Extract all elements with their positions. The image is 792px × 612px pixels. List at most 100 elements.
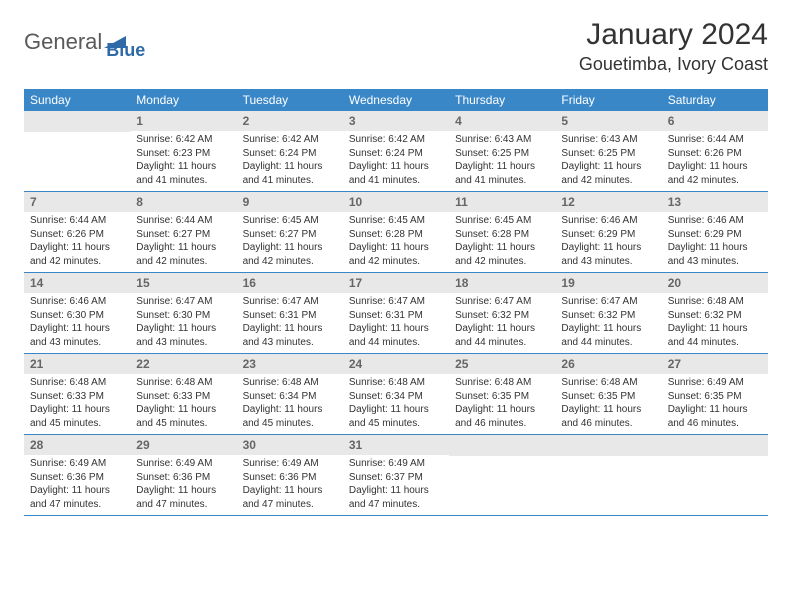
calendar-cell: 27Sunrise: 6:49 AMSunset: 6:35 PMDayligh… — [662, 354, 768, 435]
day-number: 31 — [343, 435, 449, 455]
calendar-cell: 30Sunrise: 6:49 AMSunset: 6:36 PMDayligh… — [237, 435, 343, 516]
weekday-header: Monday — [130, 89, 236, 111]
day-number: 21 — [24, 354, 130, 374]
day-number: 5 — [555, 111, 661, 131]
day-number: 10 — [343, 192, 449, 212]
calendar-cell: 1Sunrise: 6:42 AMSunset: 6:23 PMDaylight… — [130, 111, 236, 192]
calendar-cell: 21Sunrise: 6:48 AMSunset: 6:33 PMDayligh… — [24, 354, 130, 435]
day-number: 30 — [237, 435, 343, 455]
day-data: Sunrise: 6:46 AMSunset: 6:29 PMDaylight:… — [555, 212, 661, 272]
calendar-cell: 24Sunrise: 6:48 AMSunset: 6:34 PMDayligh… — [343, 354, 449, 435]
day-data: Sunrise: 6:48 AMSunset: 6:33 PMDaylight:… — [24, 374, 130, 434]
calendar-row: 14Sunrise: 6:46 AMSunset: 6:30 PMDayligh… — [24, 273, 768, 354]
calendar-cell: 18Sunrise: 6:47 AMSunset: 6:32 PMDayligh… — [449, 273, 555, 354]
calendar-cell: 16Sunrise: 6:47 AMSunset: 6:31 PMDayligh… — [237, 273, 343, 354]
day-data: Sunrise: 6:46 AMSunset: 6:29 PMDaylight:… — [662, 212, 768, 272]
page-title: January 2024 — [579, 18, 768, 52]
day-data: Sunrise: 6:44 AMSunset: 6:26 PMDaylight:… — [662, 131, 768, 191]
day-number: 23 — [237, 354, 343, 374]
weekday-header: Wednesday — [343, 89, 449, 111]
day-number: 18 — [449, 273, 555, 293]
day-number: 7 — [24, 192, 130, 212]
day-data: Sunrise: 6:44 AMSunset: 6:26 PMDaylight:… — [24, 212, 130, 272]
day-number: 25 — [449, 354, 555, 374]
day-data: Sunrise: 6:49 AMSunset: 6:37 PMDaylight:… — [343, 455, 449, 515]
calendar-cell: 12Sunrise: 6:46 AMSunset: 6:29 PMDayligh… — [555, 192, 661, 273]
day-number: 15 — [130, 273, 236, 293]
calendar-row: 28Sunrise: 6:49 AMSunset: 6:36 PMDayligh… — [24, 435, 768, 516]
title-block: January 2024 Gouetimba, Ivory Coast — [579, 18, 768, 75]
day-data: Sunrise: 6:43 AMSunset: 6:25 PMDaylight:… — [449, 131, 555, 191]
calendar-cell: 8Sunrise: 6:44 AMSunset: 6:27 PMDaylight… — [130, 192, 236, 273]
weekday-header: Saturday — [662, 89, 768, 111]
day-number: 9 — [237, 192, 343, 212]
day-data: Sunrise: 6:48 AMSunset: 6:33 PMDaylight:… — [130, 374, 236, 434]
day-data: Sunrise: 6:47 AMSunset: 6:32 PMDaylight:… — [555, 293, 661, 353]
calendar-cell: 23Sunrise: 6:48 AMSunset: 6:34 PMDayligh… — [237, 354, 343, 435]
calendar-header: SundayMondayTuesdayWednesdayThursdayFrid… — [24, 89, 768, 111]
day-data: Sunrise: 6:47 AMSunset: 6:31 PMDaylight:… — [343, 293, 449, 353]
calendar-cell: 4Sunrise: 6:43 AMSunset: 6:25 PMDaylight… — [449, 111, 555, 192]
calendar-cell: 5Sunrise: 6:43 AMSunset: 6:25 PMDaylight… — [555, 111, 661, 192]
day-data: Sunrise: 6:43 AMSunset: 6:25 PMDaylight:… — [555, 131, 661, 191]
empty-daynum — [24, 111, 130, 132]
day-data: Sunrise: 6:49 AMSunset: 6:36 PMDaylight:… — [130, 455, 236, 515]
day-data: Sunrise: 6:44 AMSunset: 6:27 PMDaylight:… — [130, 212, 236, 272]
day-data: Sunrise: 6:45 AMSunset: 6:28 PMDaylight:… — [343, 212, 449, 272]
day-number: 14 — [24, 273, 130, 293]
calendar-body: 1Sunrise: 6:42 AMSunset: 6:23 PMDaylight… — [24, 111, 768, 516]
day-data: Sunrise: 6:45 AMSunset: 6:27 PMDaylight:… — [237, 212, 343, 272]
day-data: Sunrise: 6:46 AMSunset: 6:30 PMDaylight:… — [24, 293, 130, 353]
day-data: Sunrise: 6:49 AMSunset: 6:36 PMDaylight:… — [237, 455, 343, 515]
calendar-row: 7Sunrise: 6:44 AMSunset: 6:26 PMDaylight… — [24, 192, 768, 273]
day-number: 3 — [343, 111, 449, 131]
day-data: Sunrise: 6:48 AMSunset: 6:34 PMDaylight:… — [237, 374, 343, 434]
calendar-cell: 14Sunrise: 6:46 AMSunset: 6:30 PMDayligh… — [24, 273, 130, 354]
day-number: 11 — [449, 192, 555, 212]
logo: General Blue — [24, 22, 145, 61]
calendar-cell: 10Sunrise: 6:45 AMSunset: 6:28 PMDayligh… — [343, 192, 449, 273]
weekday-header: Tuesday — [237, 89, 343, 111]
day-data: Sunrise: 6:47 AMSunset: 6:31 PMDaylight:… — [237, 293, 343, 353]
empty-daynum — [449, 435, 555, 456]
weekday-header: Thursday — [449, 89, 555, 111]
day-data: Sunrise: 6:48 AMSunset: 6:32 PMDaylight:… — [662, 293, 768, 353]
location: Gouetimba, Ivory Coast — [579, 54, 768, 75]
day-number: 2 — [237, 111, 343, 131]
day-number: 24 — [343, 354, 449, 374]
empty-daynum — [555, 435, 661, 456]
day-data: Sunrise: 6:48 AMSunset: 6:35 PMDaylight:… — [555, 374, 661, 434]
calendar-cell: 22Sunrise: 6:48 AMSunset: 6:33 PMDayligh… — [130, 354, 236, 435]
calendar-row: 21Sunrise: 6:48 AMSunset: 6:33 PMDayligh… — [24, 354, 768, 435]
calendar-cell — [449, 435, 555, 516]
calendar-cell: 15Sunrise: 6:47 AMSunset: 6:30 PMDayligh… — [130, 273, 236, 354]
day-data: Sunrise: 6:47 AMSunset: 6:32 PMDaylight:… — [449, 293, 555, 353]
calendar-cell: 29Sunrise: 6:49 AMSunset: 6:36 PMDayligh… — [130, 435, 236, 516]
calendar-cell: 11Sunrise: 6:45 AMSunset: 6:28 PMDayligh… — [449, 192, 555, 273]
calendar-cell: 28Sunrise: 6:49 AMSunset: 6:36 PMDayligh… — [24, 435, 130, 516]
day-number: 4 — [449, 111, 555, 131]
calendar-cell: 9Sunrise: 6:45 AMSunset: 6:27 PMDaylight… — [237, 192, 343, 273]
day-number: 27 — [662, 354, 768, 374]
day-number: 13 — [662, 192, 768, 212]
day-number: 28 — [24, 435, 130, 455]
calendar-cell: 17Sunrise: 6:47 AMSunset: 6:31 PMDayligh… — [343, 273, 449, 354]
day-data: Sunrise: 6:48 AMSunset: 6:35 PMDaylight:… — [449, 374, 555, 434]
weekday-header: Sunday — [24, 89, 130, 111]
day-number: 29 — [130, 435, 236, 455]
day-number: 17 — [343, 273, 449, 293]
calendar-cell: 7Sunrise: 6:44 AMSunset: 6:26 PMDaylight… — [24, 192, 130, 273]
day-number: 6 — [662, 111, 768, 131]
day-data: Sunrise: 6:48 AMSunset: 6:34 PMDaylight:… — [343, 374, 449, 434]
logo-text-blue: Blue — [106, 40, 145, 61]
day-data: Sunrise: 6:42 AMSunset: 6:24 PMDaylight:… — [343, 131, 449, 191]
calendar-cell: 19Sunrise: 6:47 AMSunset: 6:32 PMDayligh… — [555, 273, 661, 354]
calendar-cell: 31Sunrise: 6:49 AMSunset: 6:37 PMDayligh… — [343, 435, 449, 516]
weekday-header: Friday — [555, 89, 661, 111]
calendar-cell: 25Sunrise: 6:48 AMSunset: 6:35 PMDayligh… — [449, 354, 555, 435]
calendar-cell — [662, 435, 768, 516]
calendar-cell: 20Sunrise: 6:48 AMSunset: 6:32 PMDayligh… — [662, 273, 768, 354]
day-number: 1 — [130, 111, 236, 131]
day-data: Sunrise: 6:49 AMSunset: 6:36 PMDaylight:… — [24, 455, 130, 515]
day-data: Sunrise: 6:42 AMSunset: 6:24 PMDaylight:… — [237, 131, 343, 191]
